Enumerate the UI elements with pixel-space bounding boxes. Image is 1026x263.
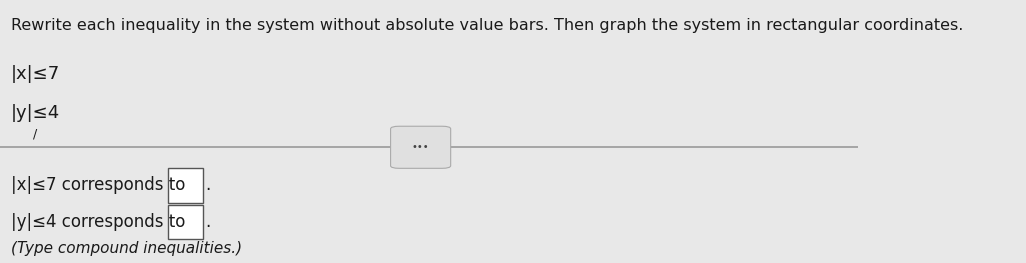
FancyBboxPatch shape [168, 168, 202, 203]
Text: .: . [205, 176, 210, 194]
Text: |y|≤4: |y|≤4 [11, 104, 61, 122]
FancyBboxPatch shape [391, 126, 450, 168]
Text: •••: ••• [411, 142, 430, 152]
Text: /: / [33, 128, 37, 141]
Text: (Type compound inequalities.): (Type compound inequalities.) [11, 241, 242, 256]
Text: |x|≤7: |x|≤7 [11, 65, 61, 83]
Text: Rewrite each inequality in the system without absolute value bars. Then graph th: Rewrite each inequality in the system wi… [11, 18, 963, 33]
Text: |x|≤7 corresponds to: |x|≤7 corresponds to [11, 176, 191, 194]
Text: |y|≤4 corresponds to: |y|≤4 corresponds to [11, 213, 191, 231]
Text: .: . [205, 213, 210, 231]
FancyBboxPatch shape [168, 205, 202, 239]
